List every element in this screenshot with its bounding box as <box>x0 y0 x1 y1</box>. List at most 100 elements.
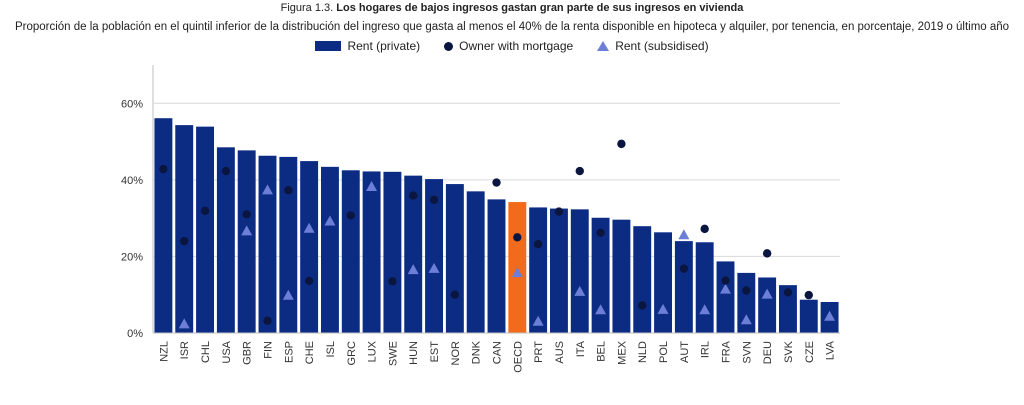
bar-prt <box>529 207 548 333</box>
y-tick-label: 60% <box>121 98 143 110</box>
triangle-point-est <box>428 262 440 273</box>
legend-label-owner-mortgage: Owner with mortgage <box>459 39 574 53</box>
x-tick-label: POL <box>658 341 670 363</box>
triangle-point-aut <box>678 229 690 240</box>
triangle-point-fra <box>720 283 731 294</box>
dot-point-est <box>429 195 439 204</box>
bar-cze <box>799 299 818 333</box>
triangle-point-gbr <box>241 225 253 236</box>
x-tick-label: DNK <box>471 340 483 364</box>
bar-nld <box>633 226 652 333</box>
triangle-point-lux <box>366 180 378 191</box>
dot-point-nzl <box>159 164 168 174</box>
bar-irl <box>695 242 714 333</box>
bar-svn <box>737 272 756 333</box>
x-tick-label: PRT <box>533 341 545 363</box>
dot-point-oecd <box>513 233 522 242</box>
bar-est <box>425 179 443 333</box>
dot-point-hun <box>409 191 418 200</box>
dot-point-esp <box>284 185 293 195</box>
x-tick-label: USA <box>221 340 233 363</box>
bar-nor <box>445 184 464 333</box>
bar-fra <box>716 261 735 333</box>
triangle-point-prt <box>532 315 544 326</box>
x-tick-label: GBR <box>242 341 254 365</box>
bar-swe <box>383 171 402 333</box>
dot-point-cze <box>804 290 813 300</box>
bar-nzl <box>154 118 173 334</box>
x-tick-label: NZL <box>158 341 170 362</box>
legend-item-owner-mortgage: Owner with mortgage <box>444 39 573 53</box>
bar-dnk <box>466 191 485 333</box>
dot-point-aus <box>554 207 564 216</box>
bar-svk <box>779 285 797 333</box>
dot-point-irl <box>700 224 709 234</box>
x-tick-label: CHE <box>304 341 316 364</box>
legend-swatch-triangle <box>597 41 610 51</box>
bar-aut <box>674 241 693 333</box>
triangle-point-pol <box>657 303 669 314</box>
y-tick-label: 40% <box>121 175 143 187</box>
dot-point-nor <box>450 290 460 299</box>
x-tick-label: CAN <box>492 341 504 364</box>
bar-isl <box>321 166 339 333</box>
bar-fin <box>258 155 277 333</box>
bar-bel <box>591 217 610 333</box>
x-tick-label: LUX <box>367 340 379 362</box>
dot-point-chl <box>200 206 210 216</box>
x-tick-label: CHL <box>200 341 212 363</box>
x-tick-label: SVN <box>741 341 753 364</box>
legend-swatch-dot <box>444 41 454 51</box>
dot-point-can <box>492 178 501 187</box>
x-tick-label: FIN <box>263 341 275 359</box>
y-tick-label: 0% <box>127 328 143 340</box>
figure-label: Figura 1.3. <box>280 2 334 14</box>
x-tick-label: SVK <box>783 340 795 363</box>
triangle-point-svn <box>740 314 752 325</box>
x-tick-label: ESP <box>283 341 295 363</box>
chart-title: Figura 1.3. Los hogares de bajos ingreso… <box>0 2 1024 14</box>
x-tick-label: MEX <box>616 340 628 365</box>
chart-subtitle: Proporción de la población en el quintil… <box>14 21 1010 33</box>
x-tick-label: IRL <box>700 341 712 358</box>
dot-point-prt <box>533 239 543 249</box>
bar-ita <box>570 209 589 333</box>
triangle-point-irl <box>699 304 711 315</box>
legend-swatch-bar <box>315 41 342 51</box>
triangle-point-bel <box>595 304 607 315</box>
dot-point-grc <box>346 211 355 220</box>
title-text: Los hogares de bajos ingresos gastan gra… <box>336 2 744 14</box>
triangle-point-lva <box>824 310 836 321</box>
triangle-point-che <box>303 222 315 233</box>
x-tick-label: NOR <box>450 341 462 366</box>
bar-deu <box>758 277 777 333</box>
dot-point-swe <box>388 277 397 286</box>
bar-mex <box>612 219 631 333</box>
x-tick-label: ISL <box>325 341 337 358</box>
x-tick-label: AUS <box>554 341 566 364</box>
triangle-point-deu <box>761 288 773 299</box>
bar-grc <box>341 170 360 333</box>
legend-label-rent-private: Rent (private) <box>347 39 421 53</box>
dot-point-nld <box>638 301 647 310</box>
x-tick-label: LVA <box>825 340 837 360</box>
bar-che <box>300 161 319 333</box>
dot-point-che <box>304 276 314 286</box>
bar-chl <box>196 126 214 333</box>
dot-point-ita <box>575 166 584 176</box>
dot-point-deu <box>762 249 772 258</box>
triangle-point-isl <box>324 215 336 226</box>
dot-point-mex <box>617 139 626 149</box>
bar-usa <box>216 147 235 333</box>
dot-point-svk <box>783 288 793 297</box>
triangle-point-hun <box>407 264 419 275</box>
triangle-point-ita <box>574 285 586 296</box>
bar-gbr <box>237 150 256 333</box>
legend-label-rent-subsidised: Rent (subsidised) <box>615 39 709 53</box>
x-tick-label: SWE <box>387 341 399 366</box>
bar-pol <box>654 232 672 333</box>
dot-point-usa <box>221 166 231 176</box>
bar-isr <box>175 125 194 333</box>
triangle-point-oecd <box>511 267 523 278</box>
x-tick-label: NLD <box>637 341 649 363</box>
